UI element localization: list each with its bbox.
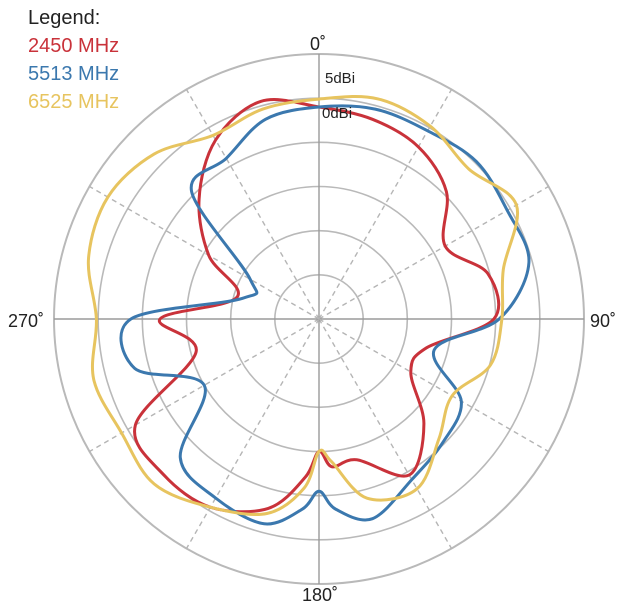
- legend-title: Legend:: [28, 7, 101, 29]
- series-line-6525-mhz: [86, 94, 520, 517]
- grid-spoke: [318, 89, 453, 320]
- series-line-5513-mhz: [119, 104, 531, 526]
- grid-spoke: [185, 89, 320, 320]
- angle-label-0: 0˚: [310, 34, 327, 54]
- legend: Legend: 2450 MHz 5513 MHz 6525 MHz: [28, 4, 119, 116]
- grid-spoke: [318, 318, 453, 549]
- legend-item-2450: 2450 MHz: [28, 35, 120, 57]
- angle-label-270: 270˚: [8, 311, 45, 331]
- legend-item-6525: 6525 MHz: [28, 91, 120, 113]
- grid-spoke: [89, 185, 320, 320]
- grid-spoke: [89, 318, 320, 453]
- legend-item-5513: 5513 MHz: [28, 63, 120, 85]
- angle-label-90: 90˚: [590, 311, 617, 331]
- ring-label-0dbi: 0dBi: [322, 105, 353, 122]
- series-lines: [86, 94, 531, 526]
- grid-spoke: [185, 318, 320, 549]
- ring-label-5dbi: 5dBi: [325, 70, 356, 87]
- grid-spoke: [318, 185, 549, 320]
- grid-spoke: [318, 318, 549, 453]
- angle-label-180: 180˚: [302, 585, 339, 605]
